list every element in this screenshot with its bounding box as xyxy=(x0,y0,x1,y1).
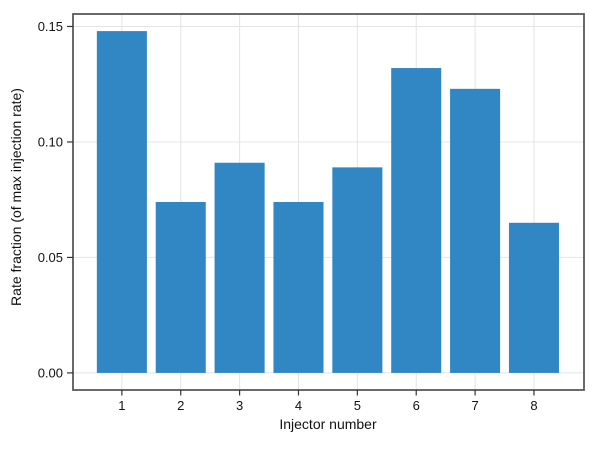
bar xyxy=(450,88,501,373)
y-tick-label: 0.15 xyxy=(38,19,63,34)
y-tick-label: 0.00 xyxy=(38,365,63,380)
x-tick-label: 6 xyxy=(413,398,420,413)
y-tick-label: 0.10 xyxy=(38,135,63,150)
axis-ticks xyxy=(67,25,535,396)
bars xyxy=(96,31,559,373)
bar xyxy=(508,222,559,373)
y-tick-label: 0.05 xyxy=(38,250,63,265)
x-tick-label: 5 xyxy=(354,398,361,413)
bar xyxy=(155,202,206,373)
bar xyxy=(96,31,147,373)
x-tick-label: 7 xyxy=(471,398,478,413)
x-tick-label: 2 xyxy=(177,398,184,413)
x-tick-label: 3 xyxy=(236,398,243,413)
x-tick-label: 4 xyxy=(295,398,302,413)
x-tick-label: 8 xyxy=(530,398,537,413)
x-axis-title: Injector number xyxy=(279,416,377,432)
bar xyxy=(214,162,265,373)
gridlines xyxy=(73,14,584,390)
plot-frame xyxy=(72,13,585,391)
bar xyxy=(332,167,383,373)
x-tick-label: 1 xyxy=(118,398,125,413)
bar xyxy=(391,68,442,373)
axis-tick-labels: 0.00 0.05 0.10 0.15 1 2 3 4 5 6 7 8 xyxy=(38,19,538,413)
y-axis-title: Rate fraction (of max injection rate) xyxy=(8,88,24,306)
bar xyxy=(273,202,324,373)
